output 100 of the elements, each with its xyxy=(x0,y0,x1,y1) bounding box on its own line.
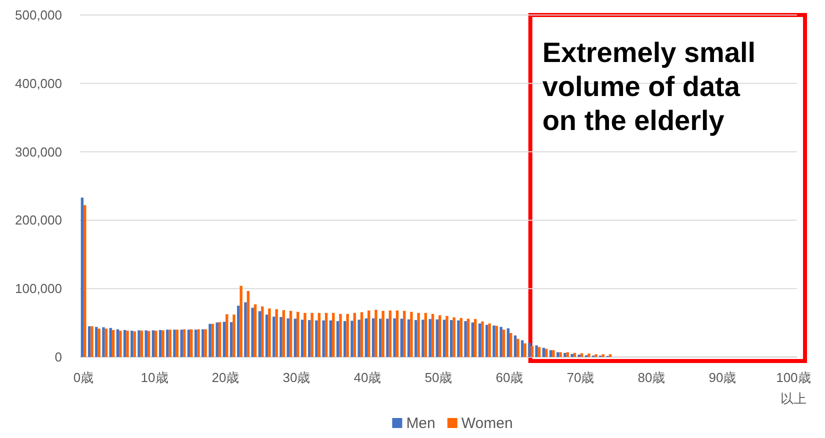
bar xyxy=(158,330,162,357)
bar xyxy=(84,205,86,357)
bar xyxy=(166,330,169,357)
bar xyxy=(535,345,538,357)
bar xyxy=(495,326,498,357)
legend-label: Women xyxy=(461,415,513,432)
bar xyxy=(119,330,122,357)
bar xyxy=(112,330,115,357)
bar xyxy=(481,321,484,357)
bar xyxy=(251,308,254,357)
bar xyxy=(346,314,349,357)
x-tick-label: 90歳 xyxy=(708,370,736,385)
bar xyxy=(478,323,482,357)
bar xyxy=(336,321,340,357)
bar xyxy=(211,324,214,357)
bar xyxy=(520,340,524,357)
bar xyxy=(202,329,204,357)
bar xyxy=(516,338,520,357)
bar xyxy=(410,312,413,357)
bar xyxy=(573,352,576,357)
bar xyxy=(324,312,328,357)
bar xyxy=(414,320,418,357)
x-tick-label: 100歳以上 xyxy=(776,370,811,406)
bar xyxy=(538,347,541,357)
bar xyxy=(417,312,420,357)
bar xyxy=(133,331,136,357)
bar xyxy=(368,310,370,357)
bar xyxy=(403,310,406,357)
bar xyxy=(218,322,222,357)
x-tick-label: 20歳 xyxy=(212,370,240,385)
bar xyxy=(388,310,392,357)
bar xyxy=(296,312,300,357)
bar xyxy=(268,308,271,357)
bar xyxy=(542,348,545,357)
bar xyxy=(182,329,186,357)
annotation: Extremely small volume of data on the elderly xyxy=(542,37,756,136)
bar xyxy=(261,306,264,357)
bar xyxy=(452,317,456,357)
bar xyxy=(588,354,590,357)
bar xyxy=(353,312,356,357)
bar xyxy=(393,318,396,357)
x-tick-label: 0歳 xyxy=(73,370,94,385)
bar xyxy=(168,330,172,357)
bar xyxy=(552,350,555,357)
x-tick-label: 80歳 xyxy=(638,370,666,385)
bar xyxy=(474,319,477,357)
bar xyxy=(98,328,100,357)
bar xyxy=(138,330,140,357)
bar xyxy=(147,331,150,357)
bar xyxy=(232,314,236,357)
bar xyxy=(549,350,552,357)
bar xyxy=(372,318,375,357)
y-tick-label: 500,000 xyxy=(15,8,62,22)
bar xyxy=(310,312,314,357)
bar xyxy=(374,310,378,357)
bar xyxy=(460,318,462,357)
bar xyxy=(450,320,453,357)
bar xyxy=(154,330,158,357)
bar xyxy=(500,326,502,357)
bar xyxy=(594,354,598,357)
bar xyxy=(322,320,325,357)
x-tick-label: 10歳 xyxy=(140,370,168,385)
bar xyxy=(396,310,399,357)
bar xyxy=(332,312,335,357)
bar xyxy=(258,311,262,357)
bar xyxy=(102,327,105,357)
bar xyxy=(329,320,332,357)
bar xyxy=(382,310,384,357)
bar xyxy=(350,320,354,357)
bar xyxy=(464,321,467,357)
bar xyxy=(246,290,250,357)
bar xyxy=(431,314,434,357)
bar xyxy=(530,346,534,357)
bar xyxy=(130,330,134,357)
bar xyxy=(559,352,562,357)
bar xyxy=(428,319,432,357)
bar xyxy=(446,316,448,357)
bar xyxy=(528,342,531,357)
bar xyxy=(509,333,512,357)
bar xyxy=(424,312,427,357)
y-tick-label: 200,000 xyxy=(15,212,62,228)
x-tick-label: 30歳 xyxy=(282,370,310,385)
x-tick-label: 40歳 xyxy=(354,370,382,385)
bar xyxy=(216,322,218,357)
bar xyxy=(194,330,198,357)
bar xyxy=(254,304,257,357)
bar xyxy=(140,330,144,357)
bar xyxy=(438,315,442,357)
bar xyxy=(556,352,560,357)
y-tick-label: 100,000 xyxy=(15,281,62,296)
bar xyxy=(116,329,120,357)
bar xyxy=(379,318,382,357)
bar xyxy=(386,318,389,357)
bar xyxy=(471,322,474,357)
bar xyxy=(237,306,240,357)
bar xyxy=(90,326,94,357)
bar xyxy=(570,354,574,357)
y-tick-label: 400,000 xyxy=(15,76,62,91)
bar xyxy=(436,319,438,357)
bar xyxy=(282,310,286,357)
